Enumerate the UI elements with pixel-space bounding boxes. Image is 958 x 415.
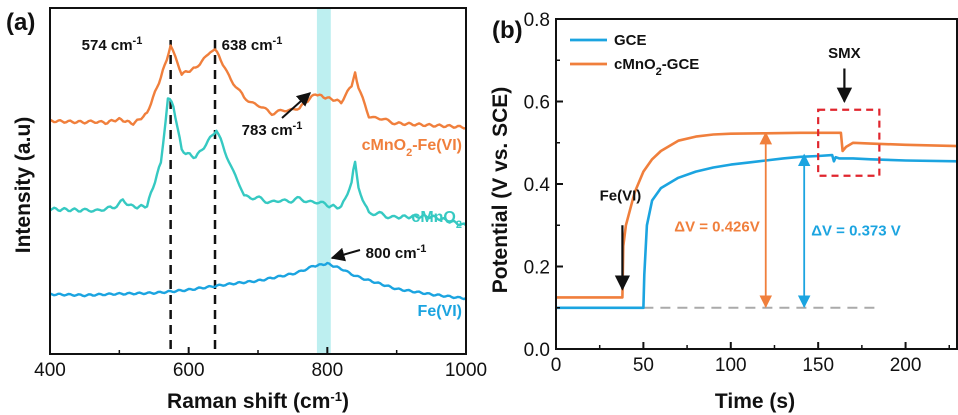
panel-label: (b) [492, 17, 523, 44]
y-tick-label: 0.4 [524, 175, 551, 196]
series-label: cMnO2 [411, 209, 462, 231]
series-fe-vi- [49, 261, 467, 301]
smx-box [817, 108, 881, 177]
x-axis-title: Raman shift (cm-1) [167, 389, 349, 414]
fe-vi-label: Fe(VI) [600, 188, 642, 205]
series-label: Fe(VI) [418, 303, 462, 320]
x-ticks: 400 600 800 1000 [34, 347, 487, 381]
raman-series [49, 44, 467, 301]
text-main: GCE [614, 32, 647, 49]
peak-label-sup: -1 [273, 35, 283, 47]
text-main: cMnO [411, 209, 455, 226]
series-cmno2-gce [556, 131, 958, 299]
legend-label: GCE [614, 32, 647, 49]
text-tail: -GCE [662, 56, 700, 73]
arrow-800 [330, 247, 361, 262]
x-title-main: Raman shift (cm [167, 390, 330, 413]
smx-highlight-box [817, 108, 881, 177]
series-cmno2 [49, 97, 467, 227]
y-tick-label: 0.6 [524, 93, 550, 114]
series-label: cMnO2-Fe(VI) [362, 137, 462, 159]
y-axis-title: Potential (V vs. SCE) [489, 87, 512, 294]
delta-v-label-blue: ΔV = 0.373 V [811, 223, 901, 240]
x-tick-label: 50 [633, 355, 654, 376]
peak-label-text: 574 cm [82, 37, 133, 54]
x-tick-label: 100 [715, 355, 747, 376]
x-tick-label: 600 [173, 360, 205, 381]
y-tick-label: 0.0 [524, 340, 550, 361]
text-main: cMnO [614, 56, 656, 73]
x-title-sup: -1 [330, 389, 342, 404]
y-axis-title: Intensity (a.u) [12, 117, 35, 254]
panel-label: (a) [6, 9, 35, 36]
peak-label-783: 783 cm-1 [242, 120, 303, 139]
peak-label-sup: -1 [293, 120, 303, 132]
panel-b-potential: 0 50 100 150 200 0.0 0.2 0.4 0.6 0.8 Fe(VI) SMX ΔV … [489, 10, 958, 413]
peak-label-sup: -1 [417, 243, 427, 255]
peak-label-text: 800 cm [366, 245, 417, 262]
smx-label: SMX [828, 45, 861, 62]
series-cmno2-fe-vi- [49, 44, 467, 130]
peak-label-text: 638 cm [222, 37, 273, 54]
x-tick-label: 150 [802, 355, 834, 376]
x-tick-label: 200 [890, 355, 922, 376]
dashed-peak-lines [169, 40, 217, 354]
x-tick-label: 1000 [445, 360, 487, 381]
y-tick-label: 0.2 [524, 258, 550, 279]
x-tick-label: 800 [311, 360, 343, 381]
text-subscript: 2 [456, 219, 462, 231]
text-main: Fe(VI) [418, 303, 462, 320]
text-main: cMnO [362, 137, 406, 154]
highlight-band [316, 9, 331, 353]
arrow-783 [281, 92, 312, 119]
peak-label-text: 783 cm [242, 122, 293, 139]
delta-v-label-orange: ΔV = 0.426V [674, 218, 759, 235]
legend-label: cMnO2-GCE [614, 56, 699, 78]
text-tail: -Fe(VI) [412, 137, 462, 154]
x-tick-label: 400 [34, 360, 66, 381]
peak-label-800: 800 cm-1 [366, 243, 427, 262]
text-subscript: 2 [656, 66, 662, 78]
x-tick-label: 0 [551, 355, 562, 376]
plot-frame [49, 7, 467, 355]
axis-ticks: 0 50 100 150 200 0.0 0.2 0.4 0.6 0.8 [524, 10, 951, 376]
x-title-tail: ) [342, 390, 349, 413]
peak-label-574: 574 cm-1 [82, 35, 143, 54]
annotation-arrows: Fe(VI) SMX ΔV = 0.426V ΔV = 0.373 V [600, 45, 901, 309]
y-tick-label: 0.8 [524, 10, 550, 31]
text-subscript: 2 [406, 147, 412, 159]
x-axis-title: Time (s) [715, 390, 795, 413]
legend: GCE cMnO2-GCE [570, 32, 699, 78]
peak-label-638: 638 cm-1 [222, 35, 283, 54]
peak-label-sup: -1 [133, 35, 143, 47]
